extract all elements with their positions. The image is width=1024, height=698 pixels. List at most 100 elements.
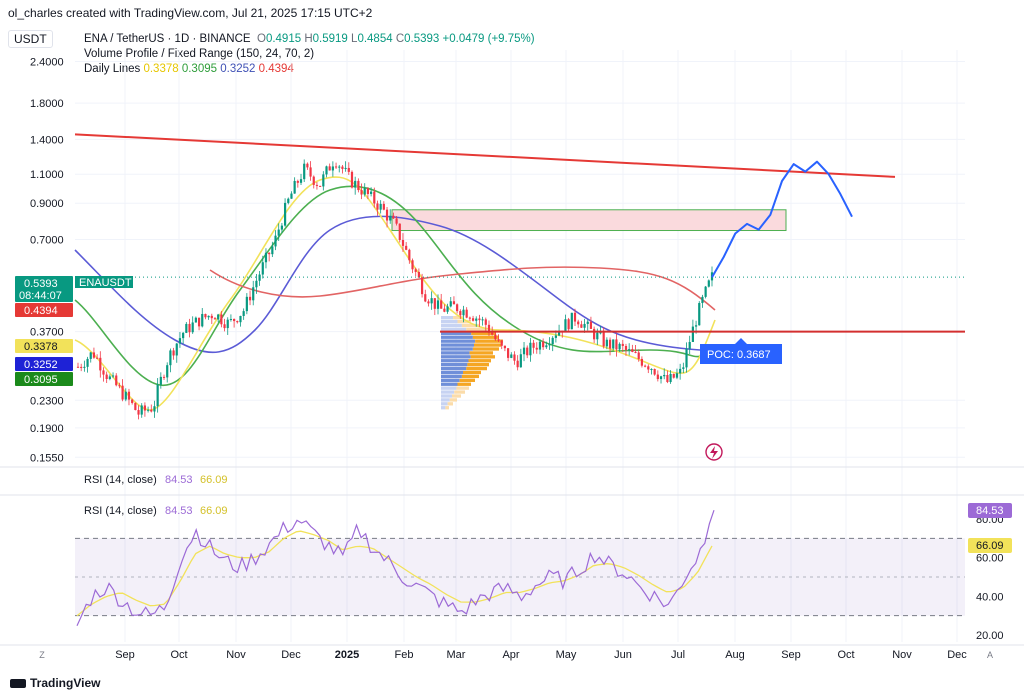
- candle-body: [564, 319, 567, 333]
- candle-body: [207, 315, 210, 318]
- candle-body: [162, 376, 166, 378]
- candle-body: [659, 376, 663, 380]
- change-value: +0.0479 (+9.75%): [442, 33, 535, 45]
- candle-body: [315, 184, 319, 186]
- candle-body: [331, 166, 334, 171]
- ma-blue: [74, 215, 701, 354]
- volume-profile-legend[interactable]: Volume Profile / Fixed Range (150, 24, 7…: [84, 48, 315, 60]
- candle-body: [554, 335, 557, 338]
- candle-body: [239, 315, 242, 323]
- vp-up-bar: [441, 319, 458, 324]
- candle-body: [596, 332, 599, 340]
- rsi-tag-box: [968, 503, 1012, 518]
- price-tag-value: 0.5393: [24, 278, 58, 290]
- vp-down-bar: [457, 382, 471, 386]
- vp-up-bar: [441, 327, 467, 332]
- vp-up-bar: [441, 382, 458, 386]
- candle-body: [666, 374, 669, 383]
- vp-down-bar: [452, 394, 461, 398]
- time-axis-label: May: [556, 649, 577, 661]
- time-axis-label: Dec: [281, 649, 301, 661]
- candle-body: [698, 303, 701, 326]
- price-tag-box: [15, 372, 73, 386]
- candle-body: [108, 376, 111, 380]
- candle-body: [637, 352, 640, 359]
- candle-body: [503, 345, 507, 349]
- time-axis-label: Nov: [226, 649, 246, 661]
- candle-body: [624, 346, 628, 350]
- chart-legend: ENA / TetherUS · 1D · BINANCE O0.4915 H0…: [84, 32, 535, 77]
- rsi-ma-tag-box: [968, 538, 1012, 553]
- candle-body: [694, 325, 698, 327]
- vp-down-bar: [466, 366, 487, 371]
- candle-body: [599, 332, 602, 334]
- rsi-ma-line: [76, 530, 713, 617]
- symbol-tag-box: [75, 276, 133, 288]
- candle-body: [529, 342, 532, 356]
- candle-body: [542, 341, 545, 348]
- candle-body: [462, 309, 465, 316]
- candle-body: [280, 225, 283, 230]
- resistance-trendline: [74, 133, 896, 178]
- vp-up-bar: [441, 370, 463, 375]
- vp-up-bar: [441, 406, 446, 410]
- candle-body: [679, 368, 682, 374]
- candle-body: [229, 318, 233, 320]
- tradingview-logo-icon: [10, 679, 26, 689]
- candle-body: [516, 360, 519, 368]
- rsi-tag-text: 84.53: [976, 505, 1004, 517]
- candle-body: [277, 229, 280, 236]
- daily-lines-legend[interactable]: Daily Lines 0.3378 0.3095 0.3252 0.4394: [84, 63, 294, 75]
- daily-line-1: 0.3378: [143, 63, 179, 75]
- candle-body: [169, 350, 172, 366]
- zoom-button: Z: [39, 650, 45, 660]
- vp-down-bar: [453, 316, 463, 320]
- candle-body: [83, 366, 86, 368]
- symbol-row[interactable]: ENA / TetherUS · 1D · BINANCE O0.4915 H0…: [84, 33, 535, 45]
- candle-body: [631, 349, 634, 352]
- price-axis-label: 0.9000: [30, 198, 64, 210]
- price-tag-0.3095: 0.3095: [15, 372, 73, 386]
- candle-body: [334, 166, 338, 168]
- candle-body: [452, 301, 456, 305]
- vp-up-bar: [441, 398, 450, 402]
- rsi-ma-value-tag: 66.09: [968, 538, 1012, 553]
- candle-body: [465, 309, 468, 318]
- candle-body: [507, 348, 510, 358]
- candle-body: [354, 180, 357, 188]
- candle-body: [261, 262, 264, 275]
- price-tag-box: [15, 357, 73, 371]
- price-tag-time: 08:44:07: [19, 290, 62, 302]
- price-axis-label: 0.7000: [30, 235, 64, 247]
- candle-body: [146, 409, 150, 411]
- candle-body: [535, 347, 538, 350]
- time-axis-label: Sep: [781, 649, 801, 661]
- candle-body: [433, 298, 436, 309]
- candle-body: [350, 171, 354, 188]
- candle-body: [593, 328, 596, 340]
- rsi-axis-label: 20.00: [976, 630, 1004, 642]
- vp-up-bar: [441, 347, 473, 351]
- vp-up-bar: [441, 402, 448, 406]
- quote-currency[interactable]: USDT: [8, 30, 53, 48]
- vp-up-bar: [441, 351, 470, 355]
- candle-body: [602, 332, 605, 347]
- vp-down-bar: [454, 390, 465, 394]
- candle-body: [519, 354, 522, 368]
- vp-down-bar: [469, 351, 493, 355]
- price-axis-label: 1.8000: [30, 98, 64, 110]
- candle-body: [663, 374, 666, 377]
- candle-body: [682, 367, 685, 369]
- candle-body: [220, 314, 223, 325]
- candle-body: [459, 311, 462, 316]
- close-value: 0.5393: [404, 33, 440, 45]
- vp-down-bar: [474, 343, 501, 347]
- price-axis-label: 1.1000: [30, 169, 64, 181]
- candle-body: [159, 376, 162, 385]
- candle-body: [538, 341, 542, 350]
- candle-body: [252, 287, 255, 301]
- price-tag-0.4394: 0.4394: [15, 303, 73, 317]
- daily-line-4: 0.4394: [258, 63, 294, 75]
